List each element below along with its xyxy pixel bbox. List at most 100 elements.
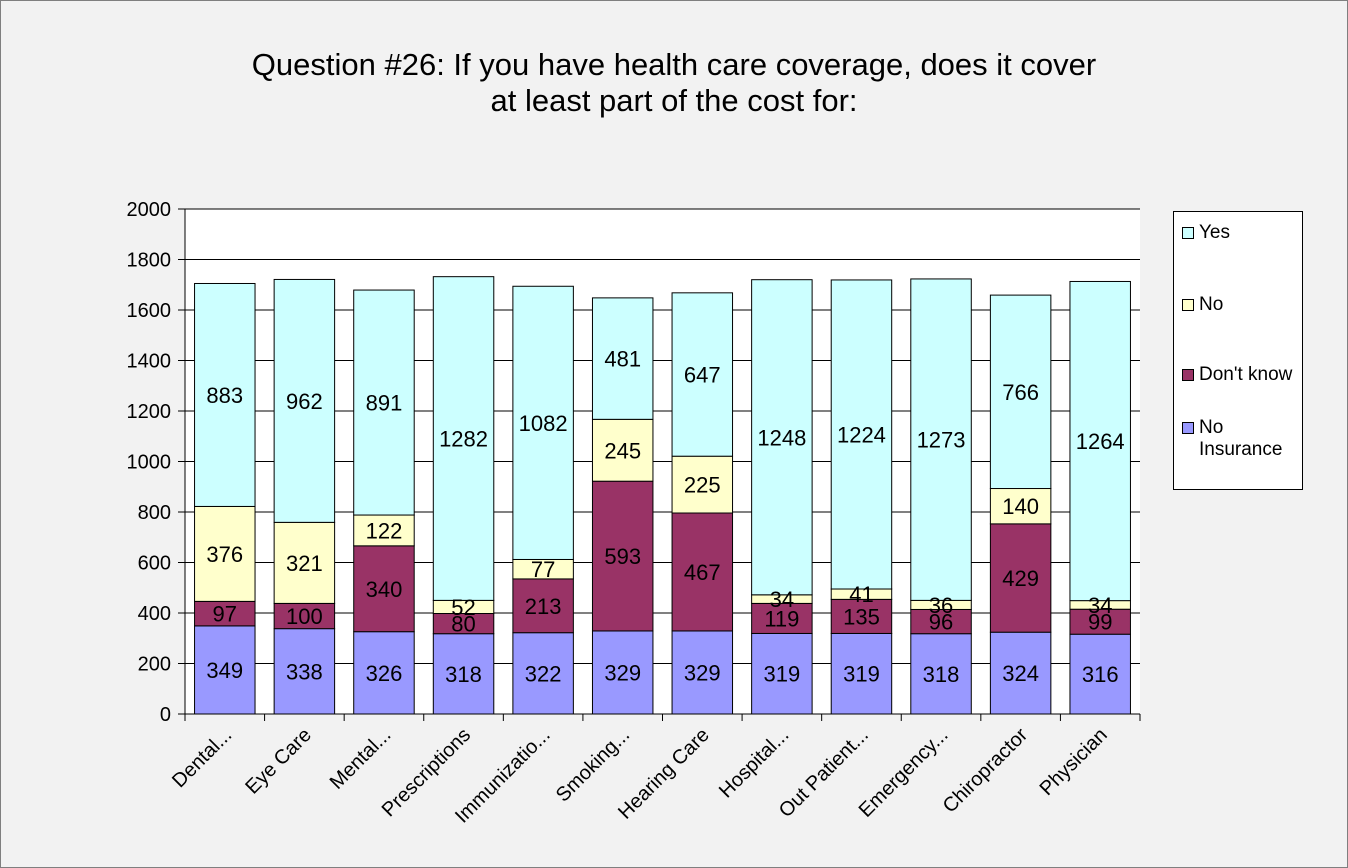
x-tick-label: Eye Care — [241, 724, 316, 799]
data-label: 329 — [604, 660, 641, 685]
data-label: 80 — [451, 612, 475, 637]
legend-swatch — [1182, 227, 1194, 239]
chart-title: Question #26: If you have health care co… — [1, 47, 1347, 119]
data-label: 891 — [366, 391, 403, 416]
data-label: 326 — [366, 661, 403, 686]
legend-swatch — [1182, 422, 1194, 434]
y-tick-label: 1600 — [127, 300, 172, 322]
bar-segment — [512, 632, 574, 715]
data-label: 77 — [531, 557, 555, 582]
data-label: 883 — [206, 383, 243, 408]
y-tick-label: 400 — [138, 603, 171, 625]
bar-segment — [989, 631, 1052, 715]
data-label: 318 — [923, 662, 960, 687]
data-label: 52 — [451, 595, 475, 620]
bar-segment — [273, 521, 336, 604]
bar-segment — [830, 598, 893, 634]
data-label: 122 — [366, 518, 403, 543]
legend-label: Don't know — [1199, 364, 1293, 385]
data-label: 1248 — [757, 425, 806, 450]
bar-segment — [194, 282, 256, 507]
y-tick-label: 200 — [138, 654, 171, 676]
x-tick-label: Chiropractor — [939, 724, 1033, 818]
data-label: 316 — [1082, 662, 1119, 687]
bar-segment — [989, 488, 1052, 525]
data-label: 338 — [286, 659, 323, 684]
bar-segment — [353, 631, 415, 715]
chart-title-line-1: Question #26: If you have health care co… — [251, 47, 1097, 82]
bar-segment — [194, 505, 256, 602]
bar-segment — [194, 600, 256, 627]
data-label: 41 — [849, 582, 873, 607]
data-label: 213 — [525, 594, 562, 619]
data-label: 319 — [843, 662, 880, 687]
data-label: 34 — [1088, 593, 1112, 618]
bar-segment — [751, 632, 813, 715]
data-label: 329 — [684, 660, 721, 685]
bar-segment — [353, 545, 415, 633]
legend-item: No — [1182, 294, 1304, 316]
data-label: 97 — [213, 602, 237, 627]
bar-segment — [751, 279, 813, 596]
bar-segment — [989, 294, 1052, 490]
chart-title-line-2: at least part of the cost for: — [490, 83, 858, 118]
data-label: 766 — [1002, 380, 1039, 405]
data-label: 429 — [1002, 566, 1039, 591]
data-label: 135 — [843, 604, 880, 629]
bar-segment — [1069, 280, 1131, 602]
data-label: 324 — [1002, 661, 1039, 686]
data-label: 99 — [1088, 610, 1112, 635]
data-label: 647 — [684, 363, 721, 388]
bar-segment — [273, 602, 336, 630]
data-label: 140 — [1002, 494, 1039, 519]
data-label: 318 — [445, 662, 482, 687]
bar-segment — [591, 297, 654, 420]
x-tick-label: Smoking... — [552, 724, 634, 806]
data-label: 340 — [366, 577, 403, 602]
legend-label: No — [1199, 294, 1224, 315]
bar-segment — [353, 289, 415, 516]
bar-segment — [591, 480, 654, 632]
legend-swatch — [1182, 369, 1194, 381]
data-label: 376 — [206, 542, 243, 567]
bar-segment — [512, 578, 574, 634]
data-label: 962 — [286, 389, 323, 414]
bar-segment — [830, 632, 893, 715]
x-tick-label: Physician — [1036, 724, 1112, 800]
legend-item: Don't know — [1182, 364, 1304, 386]
data-label: 1282 — [439, 427, 488, 452]
y-tick-label: 600 — [138, 553, 171, 575]
y-tick-label: 1400 — [127, 351, 172, 373]
data-label: 119 — [764, 606, 799, 631]
bar-segment — [1069, 608, 1131, 635]
bar-segment — [671, 630, 734, 715]
data-label: 319 — [764, 662, 801, 687]
bar-segment — [910, 608, 972, 635]
data-label: 36 — [929, 593, 953, 618]
data-label: 245 — [604, 438, 641, 463]
bar-segment — [989, 523, 1052, 633]
data-label: 322 — [525, 661, 562, 686]
legend-label: Yes — [1199, 222, 1230, 243]
bar-segment — [910, 278, 972, 601]
bar-segment — [671, 292, 734, 457]
legend-label: No Insurance — [1199, 417, 1283, 460]
data-label: 1224 — [837, 422, 886, 447]
data-label: 349 — [206, 658, 243, 683]
bar-segment — [671, 512, 734, 632]
y-tick-label: 1800 — [127, 250, 172, 272]
x-tick-label: Dental... — [168, 724, 236, 792]
x-tick-label: Hospital... — [715, 724, 793, 802]
legend-item: No Insurance — [1182, 417, 1304, 461]
y-tick-label: 2000 — [127, 199, 172, 221]
data-label: 1273 — [917, 428, 966, 453]
bar-segment — [273, 628, 336, 715]
data-label: 593 — [604, 544, 641, 569]
data-label: 100 — [286, 604, 323, 629]
bar-segment — [910, 633, 972, 715]
legend: Yes No Don't know No Insurance — [1173, 211, 1303, 490]
data-label: 1264 — [1076, 429, 1125, 454]
bar-segment — [591, 418, 654, 482]
